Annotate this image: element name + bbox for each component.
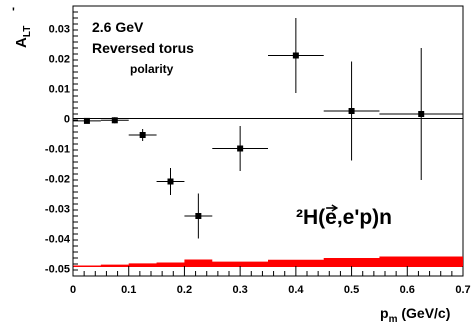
data-point <box>156 168 185 195</box>
annotation-config-line1: Reversed torus <box>92 40 194 56</box>
vector-arrow-icon <box>326 204 339 212</box>
annotation-energy: 2.6 GeV <box>92 19 144 35</box>
systematic-band-area <box>73 256 463 267</box>
y-tick-label: 0.01 <box>49 84 70 96</box>
point-marker <box>167 178 174 185</box>
x-axis-label: pm (GeV/c) <box>380 305 450 325</box>
y-axis-label-main: A <box>13 37 30 48</box>
point-marker <box>292 52 299 59</box>
point-marker <box>237 145 244 152</box>
point-marker <box>83 117 90 124</box>
x-tick-label: 0.2 <box>177 284 192 296</box>
point-marker <box>139 132 146 138</box>
data-point <box>100 117 129 124</box>
data-point <box>128 129 157 141</box>
y-tick-label: -0.01 <box>45 144 70 156</box>
annotation-reaction: ²H(e,e'p)n <box>296 206 392 229</box>
y-tick-label: 0.02 <box>49 54 70 66</box>
point-marker <box>418 111 425 117</box>
x-axis-label-sub: m <box>389 314 398 325</box>
reaction-vector-e: e <box>325 206 337 229</box>
x-tick-label: 0.1 <box>121 284 136 296</box>
x-tick-label: 0 <box>70 284 76 296</box>
y-tick-label: 0 <box>64 114 70 126</box>
y-tick-label: -0.03 <box>45 204 70 216</box>
y-tick-labels: -0.05 -0.04 -0.03 -0.02 -0.01 0 0.01 0.02 0.03 <box>45 24 71 276</box>
x-tick-label: 0.3 <box>232 284 247 296</box>
y-tick-label: -0.04 <box>45 234 71 246</box>
x-axis-label-main: p <box>380 305 389 321</box>
data-point <box>323 61 380 161</box>
plot-frame <box>72 5 464 277</box>
data-point <box>268 18 324 93</box>
systematic-band <box>73 256 463 267</box>
data-points <box>73 18 463 239</box>
x-tick-labels: 0 0.1 0.2 0.3 0.4 0.5 0.6 0.7 <box>70 284 471 296</box>
data-point <box>212 126 268 171</box>
x-tick-label: 0.5 <box>344 284 359 296</box>
x-tick-label: 0.4 <box>288 284 304 296</box>
point-marker <box>111 117 118 124</box>
reaction-pre: ²H( <box>296 206 325 229</box>
x-tick-label: 0.7 <box>455 284 470 296</box>
x-tick-label: 0.6 <box>400 284 415 296</box>
point-marker <box>348 108 355 114</box>
point-marker <box>195 213 202 219</box>
reaction-post: ,e'p)n <box>337 206 392 229</box>
x-axis-label-unit: (GeV/c) <box>397 305 450 321</box>
y-axis-label-sub: LT <box>22 26 33 37</box>
data-point <box>73 117 101 124</box>
axis-ticks <box>72 5 464 277</box>
data-point <box>379 48 463 180</box>
vector-arrow-head <box>331 204 339 212</box>
data-point <box>184 193 213 239</box>
y-axis-label-prime: ' <box>12 5 15 19</box>
y-tick-label: 0.03 <box>49 24 70 36</box>
annotation-config-line2: polarity <box>130 62 174 76</box>
y-tick-label: -0.02 <box>45 174 70 186</box>
y-axis-label: ALT <box>13 26 33 48</box>
y-tick-label: -0.05 <box>45 264 70 276</box>
